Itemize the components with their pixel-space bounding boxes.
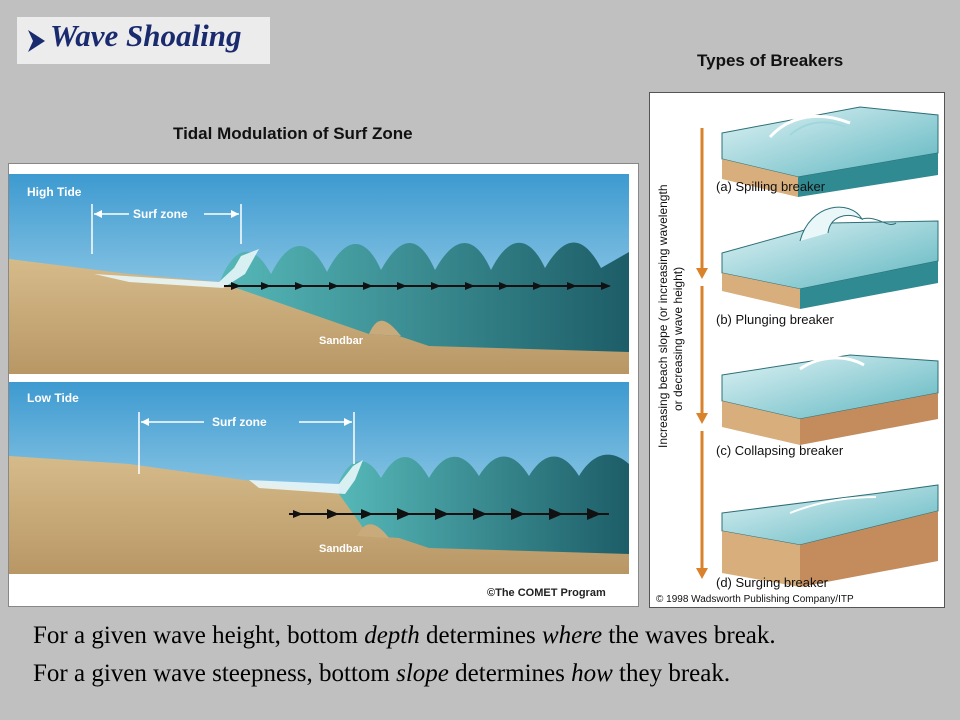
caption-line-2: For a given wave steepness, bottom slope… <box>33 660 730 688</box>
caption-line-2-part-5: they break. <box>612 660 731 687</box>
caption-line-1-part-1: For a given wave height, bottom <box>33 622 365 649</box>
caption-line-1-part-5: the waves break. <box>602 622 776 649</box>
tidal-diagram-graphic: High Tide Surf zone Sandbar <box>9 174 629 604</box>
caption-line-2-part-2: slope <box>396 660 449 687</box>
spilling-breaker-label: (a) Spilling breaker <box>716 179 826 194</box>
surf-zone-label-high: Surf zone <box>133 207 188 221</box>
comet-credit: ©The COMET Program <box>487 587 606 599</box>
slope-axis <box>696 128 708 579</box>
tidal-heading: Tidal Modulation of Surf Zone <box>173 124 413 143</box>
plunging-breaker-illustration <box>721 206 939 309</box>
tidal-diagram: High Tide Surf zone Sandbar <box>8 163 639 607</box>
high-tide-label: High Tide <box>27 185 82 199</box>
low-tide-section <box>9 382 629 574</box>
slide-title: Wave Shoaling <box>50 18 242 53</box>
caption-line-1-part-3: determines <box>419 622 542 649</box>
slope-axis-label-line1: Increasing beach slope (or increasing wa… <box>656 185 670 449</box>
caption-line-2-part-3: determines <box>448 660 572 687</box>
wadsworth-credit: © 1998 Wadsworth Publishing Company/ITP <box>656 594 854 605</box>
sandbar-label-low: Sandbar <box>319 543 364 555</box>
caption-line-1-part-2: depth <box>364 622 420 649</box>
surf-zone-label-low: Surf zone <box>212 415 267 429</box>
surging-breaker-illustration <box>721 484 939 587</box>
types-heading: Types of Breakers <box>697 51 844 70</box>
caption-line-2-part-4: how <box>571 660 613 687</box>
title-box <box>17 17 270 64</box>
breakers-diagram-graphic: Increasing beach slope (or increasing wa… <box>656 106 939 605</box>
high-tide-section <box>9 174 629 374</box>
bullet-arrow-icon <box>28 30 45 52</box>
low-tide-label: Low Tide <box>27 391 79 405</box>
caption-line-2-part-1: For a given wave steepness, bottom <box>33 660 397 687</box>
caption-line-1: For a given wave height, bottom depth de… <box>33 622 776 650</box>
breakers-diagram: Increasing beach slope (or increasing wa… <box>649 92 945 608</box>
collapsing-breaker-illustration <box>721 354 939 445</box>
collapsing-breaker-label: (c) Collapsing breaker <box>716 443 844 458</box>
spilling-breaker-illustration <box>721 106 939 197</box>
slope-axis-label-line2: or decreasing wave height) <box>671 267 685 411</box>
plunging-breaker-label: (b) Plunging breaker <box>716 312 834 327</box>
surging-breaker-label: (d) Surging breaker <box>716 575 829 590</box>
caption-line-1-part-4: where <box>541 622 603 649</box>
sandbar-label-high: Sandbar <box>319 335 364 347</box>
